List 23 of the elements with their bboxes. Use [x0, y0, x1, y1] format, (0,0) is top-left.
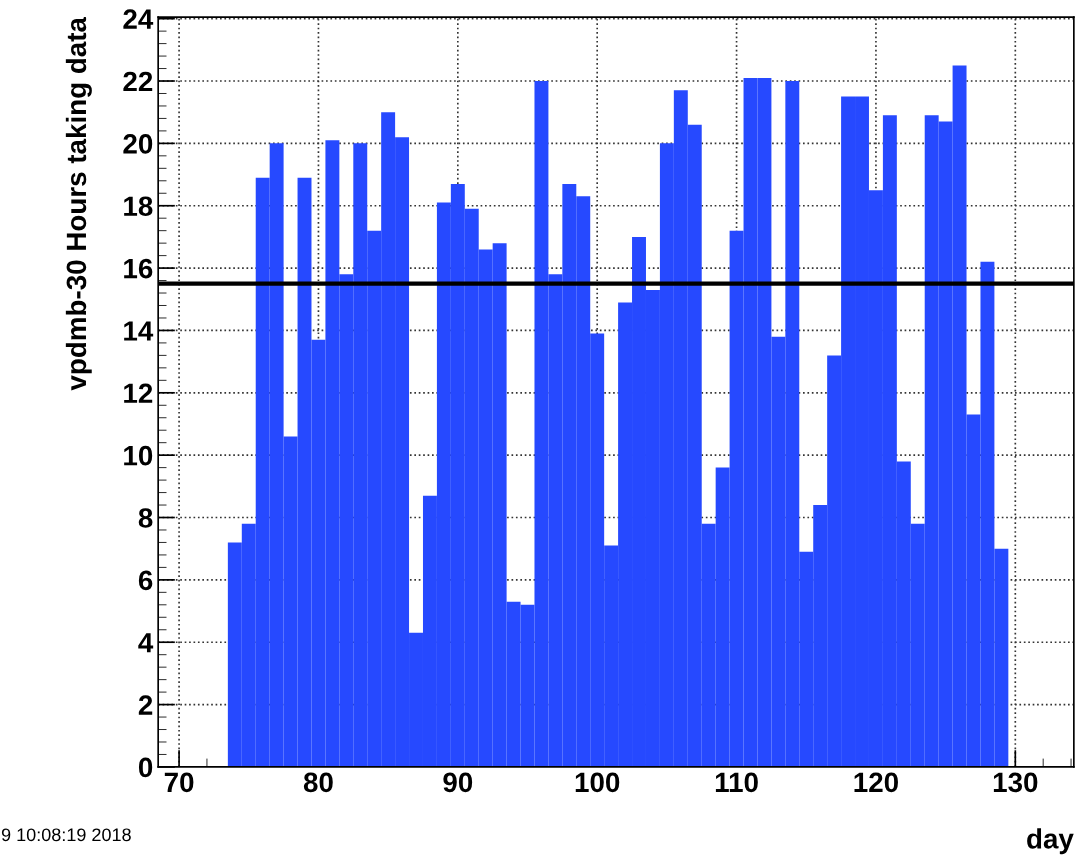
text: 9 10:08:19 2018 [1, 828, 131, 842]
y-axis-title: vpdmb-30 Hours taking data [65, 16, 92, 391]
y-tick-label: 24 [123, 9, 154, 29]
x-tick-label: 80 [303, 772, 333, 793]
y-tick-label: 14 [124, 321, 154, 341]
y-tick-label: 6 [138, 570, 153, 591]
x-axis-title: day [1027, 828, 1074, 855]
y-tick-label: 20 [123, 134, 153, 154]
y-tick-label: 8 [138, 508, 153, 528]
y-tick-label: 10 [124, 445, 153, 466]
y-tick-label: 12 [124, 383, 153, 403]
y-tick-label: 4 [138, 633, 154, 653]
x-tick-label: 110 [715, 772, 758, 793]
x-tick-label: 130 [993, 772, 1038, 793]
y-tick-label: 22 [123, 71, 153, 92]
y-tick-label: 16 [124, 258, 153, 279]
x-tick-label: 90 [443, 772, 473, 793]
y-tick-label: 18 [124, 196, 153, 217]
y-tick-label: 2 [138, 695, 153, 715]
y-tick-label: 0 [138, 757, 153, 778]
x-tick-label: 100 [575, 772, 620, 793]
x-tick-label: 70 [164, 772, 194, 793]
x-tick-label: 120 [854, 772, 898, 793]
